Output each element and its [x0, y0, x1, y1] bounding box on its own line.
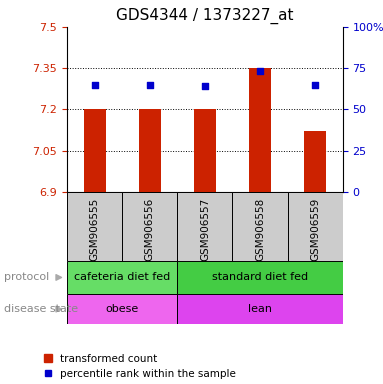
- Bar: [194, 109, 216, 192]
- Bar: [67, 192, 122, 261]
- Text: protocol: protocol: [4, 272, 49, 283]
- Text: cafeteria diet fed: cafeteria diet fed: [74, 272, 170, 283]
- Text: GSM906558: GSM906558: [255, 197, 265, 261]
- Text: standard diet fed: standard diet fed: [212, 272, 308, 283]
- Bar: [288, 192, 343, 261]
- Point: [92, 82, 98, 88]
- Text: GSM906559: GSM906559: [310, 197, 320, 261]
- Point: [312, 82, 318, 88]
- Point: [202, 83, 208, 89]
- Text: obese: obese: [106, 304, 139, 314]
- Bar: [177, 261, 343, 294]
- Text: GSM906557: GSM906557: [200, 197, 210, 261]
- Point: [257, 68, 263, 74]
- Bar: [177, 192, 232, 261]
- Bar: [249, 68, 271, 192]
- Bar: [177, 294, 343, 324]
- Text: lean: lean: [248, 304, 272, 314]
- Legend: transformed count, percentile rank within the sample: transformed count, percentile rank withi…: [44, 354, 236, 379]
- Text: disease state: disease state: [4, 304, 78, 314]
- Bar: [139, 109, 161, 192]
- Text: GSM906555: GSM906555: [90, 197, 100, 261]
- Bar: [122, 192, 177, 261]
- Text: GSM906556: GSM906556: [145, 197, 155, 261]
- Title: GDS4344 / 1373227_at: GDS4344 / 1373227_at: [116, 8, 294, 24]
- Point: [147, 82, 153, 88]
- Bar: [304, 131, 326, 192]
- Bar: [83, 109, 106, 192]
- Bar: [67, 261, 177, 294]
- Bar: [67, 294, 177, 324]
- Bar: [232, 192, 288, 261]
